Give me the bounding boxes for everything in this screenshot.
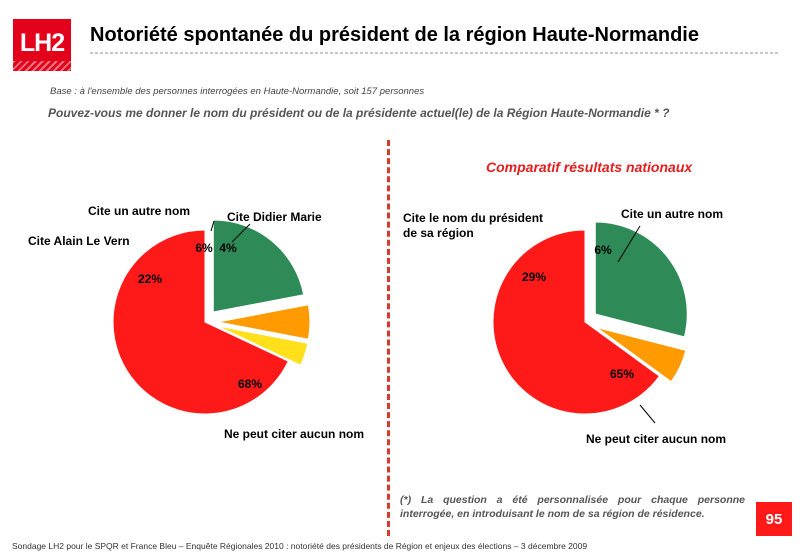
leader-line-1 (231, 223, 251, 243)
pie1-slice-1 (212, 219, 305, 313)
pie1-value-label-0: 68% (238, 377, 262, 391)
base-text: Base : à l'ensemble des personnes interr… (50, 86, 425, 97)
lh2-logo: LH2 (13, 19, 71, 71)
pie1-slice-3 (217, 325, 309, 366)
pie2-slice-2 (596, 327, 687, 383)
legend-cite-didier-marie: Cite Didier Marie (227, 210, 322, 224)
legend-cite-president: Cite le nom du président de sa région (403, 211, 544, 240)
logo-text: LH2 (19, 29, 65, 57)
legend-cite-autre-nom-left: Cite un autre nom (88, 204, 191, 218)
pie2-value-label-2: 6% (594, 243, 612, 257)
legend-ne-peut-citer-right: Ne peut citer aucun nom (586, 432, 727, 446)
legend-cite-alain-le-vern: Cite Alain Le Vern (28, 234, 130, 248)
logo-hatch (13, 61, 71, 71)
pie2-slice-0 (492, 229, 661, 415)
pie2-value-label-1: 29% (522, 270, 546, 284)
page-title: Notoriété spontanée du président de la r… (90, 24, 699, 46)
pie2-value-label-0: 65% (610, 367, 634, 381)
pie2-slice-1 (594, 221, 688, 338)
leader-line-0 (210, 220, 215, 232)
pie1-value-label-1: 22% (138, 272, 162, 286)
footnote: (*) La question a été personnalisée pour… (400, 494, 745, 520)
legend-ne-peut-citer-left: Ne peut citer aucun nom (224, 427, 365, 441)
pie1-slice-2 (217, 304, 311, 340)
pie1-value-label-2: 6% (195, 241, 213, 255)
leader-line-3 (639, 404, 656, 424)
chart-divider (387, 140, 390, 536)
comparatif-title: Comparatif résultats nationaux (486, 159, 693, 175)
question-text: Pouvez-vous me donner le nom du présiden… (48, 106, 670, 120)
leader-line-2 (617, 225, 641, 263)
pie1-value-label-3: 4% (219, 241, 237, 255)
footer-source: Sondage LH2 pour le SPQR et France Bleu … (12, 541, 588, 551)
page-number: 95 (756, 502, 792, 536)
legend-cite-autre-nom-right: Cite un autre nom (621, 207, 724, 221)
pie1-slice-0 (112, 229, 289, 415)
title-rule (90, 52, 780, 54)
